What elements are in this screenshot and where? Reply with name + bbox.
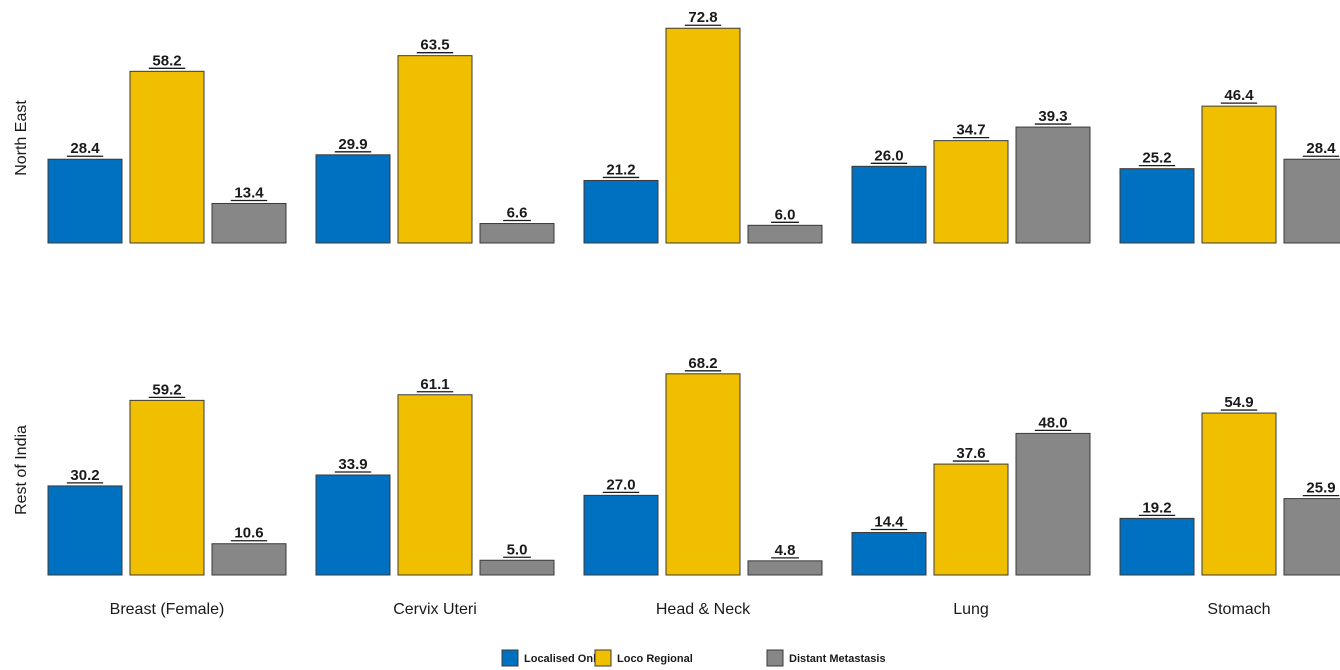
- bar-rest-of-india-stomach-distant-metastasis: [1283, 498, 1340, 576]
- bar-rest-of-india-lung-localised-only: [851, 532, 927, 576]
- value-label-rest-of-india-head-neck-loco-regional: 68.2: [688, 355, 717, 372]
- bar-north-east-cervix-uteri-distant-metastasis: [479, 223, 555, 244]
- bar-north-east-breast-female-localised-only: [47, 158, 123, 244]
- bar-north-east-breast-female-loco-regional: [129, 70, 205, 244]
- value-label-rest-of-india-cervix-uteri-distant-metastasis: 5.0: [507, 541, 528, 558]
- value-label-north-east-stomach-distant-metastasis: 28.4: [1306, 140, 1336, 157]
- row-label-north-east: North East: [13, 100, 30, 176]
- bar-north-east-head-neck-loco-regional: [665, 27, 741, 244]
- bar-north-east-lung-localised-only: [851, 165, 927, 244]
- category-label-lung: Lung: [953, 601, 989, 618]
- value-label-north-east-cervix-uteri-localised-only: 29.9: [338, 136, 367, 153]
- value-label-north-east-stomach-loco-regional: 46.4: [1224, 87, 1254, 104]
- value-label-north-east-lung-distant-metastasis: 39.3: [1038, 108, 1067, 125]
- value-label-rest-of-india-lung-localised-only: 14.4: [874, 514, 904, 531]
- value-label-rest-of-india-stomach-localised-only: 19.2: [1142, 499, 1171, 516]
- category-label-stomach: Stomach: [1207, 601, 1270, 618]
- bar-north-east-lung-distant-metastasis: [1015, 126, 1091, 244]
- value-label-rest-of-india-lung-loco-regional: 37.6: [956, 445, 985, 462]
- value-label-rest-of-india-stomach-distant-metastasis: 25.9: [1306, 480, 1335, 497]
- value-label-north-east-lung-loco-regional: 34.7: [956, 122, 985, 139]
- legend-label-localised-only: Localised Only: [524, 653, 603, 665]
- bar-rest-of-india-head-neck-loco-regional: [665, 373, 741, 576]
- panel-rest-of-india: 30.2 59.2 10.6 33.9 61.1 5.0 27.0 68.2 4.8 14.4 37…: [47, 355, 1340, 576]
- bar-north-east-breast-female-distant-metastasis: [211, 202, 287, 244]
- legend-swatch-distant-metastasis: [766, 649, 784, 667]
- value-label-rest-of-india-head-neck-distant-metastasis: 4.8: [775, 542, 796, 559]
- value-label-rest-of-india-head-neck-localised-only: 27.0: [606, 476, 635, 493]
- value-label-rest-of-india-breast-female-localised-only: 30.2: [70, 467, 99, 484]
- value-label-north-east-stomach-localised-only: 25.2: [1142, 150, 1171, 167]
- bar-rest-of-india-head-neck-localised-only: [583, 494, 659, 576]
- value-label-north-east-head-neck-localised-only: 21.2: [606, 161, 635, 178]
- value-label-rest-of-india-breast-female-distant-metastasis: 10.6: [234, 525, 263, 542]
- category-label-breast-female: Breast (Female): [110, 601, 225, 618]
- legend-swatch-loco-regional: [594, 649, 612, 667]
- bar-rest-of-india-stomach-localised-only: [1119, 517, 1195, 576]
- bar-rest-of-india-lung-loco-regional: [933, 463, 1009, 576]
- value-label-north-east-lung-localised-only: 26.0: [874, 147, 903, 164]
- legend-label-distant-metastasis: Distant Metastasis: [789, 653, 886, 665]
- value-label-north-east-head-neck-loco-regional: 72.8: [688, 9, 717, 26]
- category-label-head-neck: Head & Neck: [656, 601, 751, 618]
- value-label-north-east-breast-female-localised-only: 28.4: [70, 140, 100, 157]
- panel-north-east: 28.4 58.2 13.4 29.9 63.5 6.6 21.2 72.8 6.0 26.0 34…: [47, 9, 1340, 244]
- row-label-rest-of-india: Rest of India: [13, 425, 30, 515]
- value-label-rest-of-india-cervix-uteri-localised-only: 33.9: [338, 456, 367, 473]
- value-label-rest-of-india-breast-female-loco-regional: 59.2: [152, 381, 181, 398]
- value-label-north-east-head-neck-distant-metastasis: 6.0: [775, 206, 796, 223]
- bar-rest-of-india-cervix-uteri-loco-regional: [397, 394, 473, 576]
- bar-rest-of-india-breast-female-loco-regional: [129, 399, 205, 576]
- value-label-north-east-cervix-uteri-distant-metastasis: 6.6: [507, 205, 528, 222]
- value-label-rest-of-india-cervix-uteri-loco-regional: 61.1: [420, 376, 449, 393]
- legend-label-loco-regional: Loco Regional: [617, 653, 693, 665]
- value-label-rest-of-india-lung-distant-metastasis: 48.0: [1038, 414, 1067, 431]
- bar-north-east-head-neck-distant-metastasis: [747, 224, 823, 244]
- bar-rest-of-india-lung-distant-metastasis: [1015, 432, 1091, 576]
- legend-swatch-localised-only: [501, 649, 519, 667]
- bar-north-east-stomach-loco-regional: [1201, 105, 1277, 244]
- chart-panels: 28.4 58.2 13.4 29.9 63.5 6.6 21.2 72.8 6.0 26.0 34…: [47, 9, 1340, 576]
- chart-labels: North East Rest of India Breast (Female) Ce…: [13, 100, 1271, 618]
- value-label-north-east-cervix-uteri-loco-regional: 63.5: [420, 37, 449, 54]
- bar-north-east-cervix-uteri-localised-only: [315, 154, 391, 244]
- value-label-north-east-breast-female-loco-regional: 58.2: [152, 52, 181, 69]
- bar-rest-of-india-breast-female-localised-only: [47, 485, 123, 576]
- bar-rest-of-india-cervix-uteri-distant-metastasis: [479, 559, 555, 576]
- bar-rest-of-india-stomach-loco-regional: [1201, 412, 1277, 576]
- bar-north-east-stomach-distant-metastasis: [1283, 158, 1340, 244]
- bar-north-east-cervix-uteri-loco-regional: [397, 55, 473, 244]
- value-label-rest-of-india-stomach-loco-regional: 54.9: [1224, 394, 1253, 411]
- chart-legend: Localised Only Loco Regional Distant Metas…: [501, 649, 886, 667]
- value-label-north-east-breast-female-distant-metastasis: 13.4: [234, 184, 264, 201]
- category-label-cervix-uteri: Cervix Uteri: [393, 601, 477, 618]
- bar-rest-of-india-breast-female-distant-metastasis: [211, 543, 287, 576]
- bar-north-east-stomach-localised-only: [1119, 168, 1195, 244]
- bar-north-east-lung-loco-regional: [933, 140, 1009, 244]
- bar-north-east-head-neck-localised-only: [583, 179, 659, 244]
- bar-rest-of-india-cervix-uteri-localised-only: [315, 474, 391, 576]
- bar-rest-of-india-head-neck-distant-metastasis: [747, 560, 823, 576]
